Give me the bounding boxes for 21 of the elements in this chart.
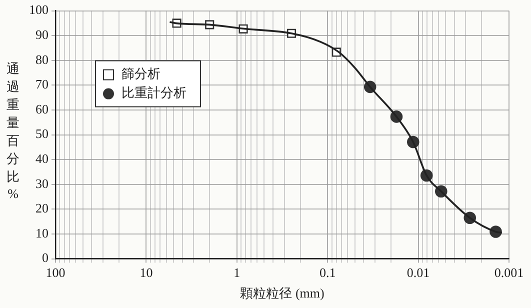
y-tick-label: 70 (36, 76, 48, 92)
x-axis-title: 顆粒粒径 (mm) (240, 286, 324, 301)
y-tick-label: 100 (29, 2, 48, 18)
y-axis-title: 通過重量百分比 % (6, 60, 20, 202)
legend-label: 篩分析 (122, 66, 160, 82)
y-tick-label: 80 (36, 52, 48, 67)
y-tick-label: 20 (36, 200, 48, 216)
legend-label: 比重計分析 (122, 85, 186, 100)
y-tick-label: 0 (42, 250, 48, 266)
y-tick-label: 40 (36, 151, 48, 166)
x-tick-label: 0.001 (494, 265, 524, 280)
y-tick-label: 60 (36, 101, 48, 116)
x-tick-label: 100 (46, 265, 66, 280)
x-tick-label: 10 (140, 265, 153, 280)
x-tick-label: 1 (234, 265, 240, 280)
y-tick-label: 50 (36, 126, 48, 142)
y-tick-label: 30 (36, 176, 48, 191)
y-tick-label: 90 (36, 27, 48, 42)
x-tick-label: 0.1 (319, 265, 336, 280)
x-tick-label: 0.01 (406, 265, 430, 280)
y-tick-label: 10 (36, 225, 48, 240)
